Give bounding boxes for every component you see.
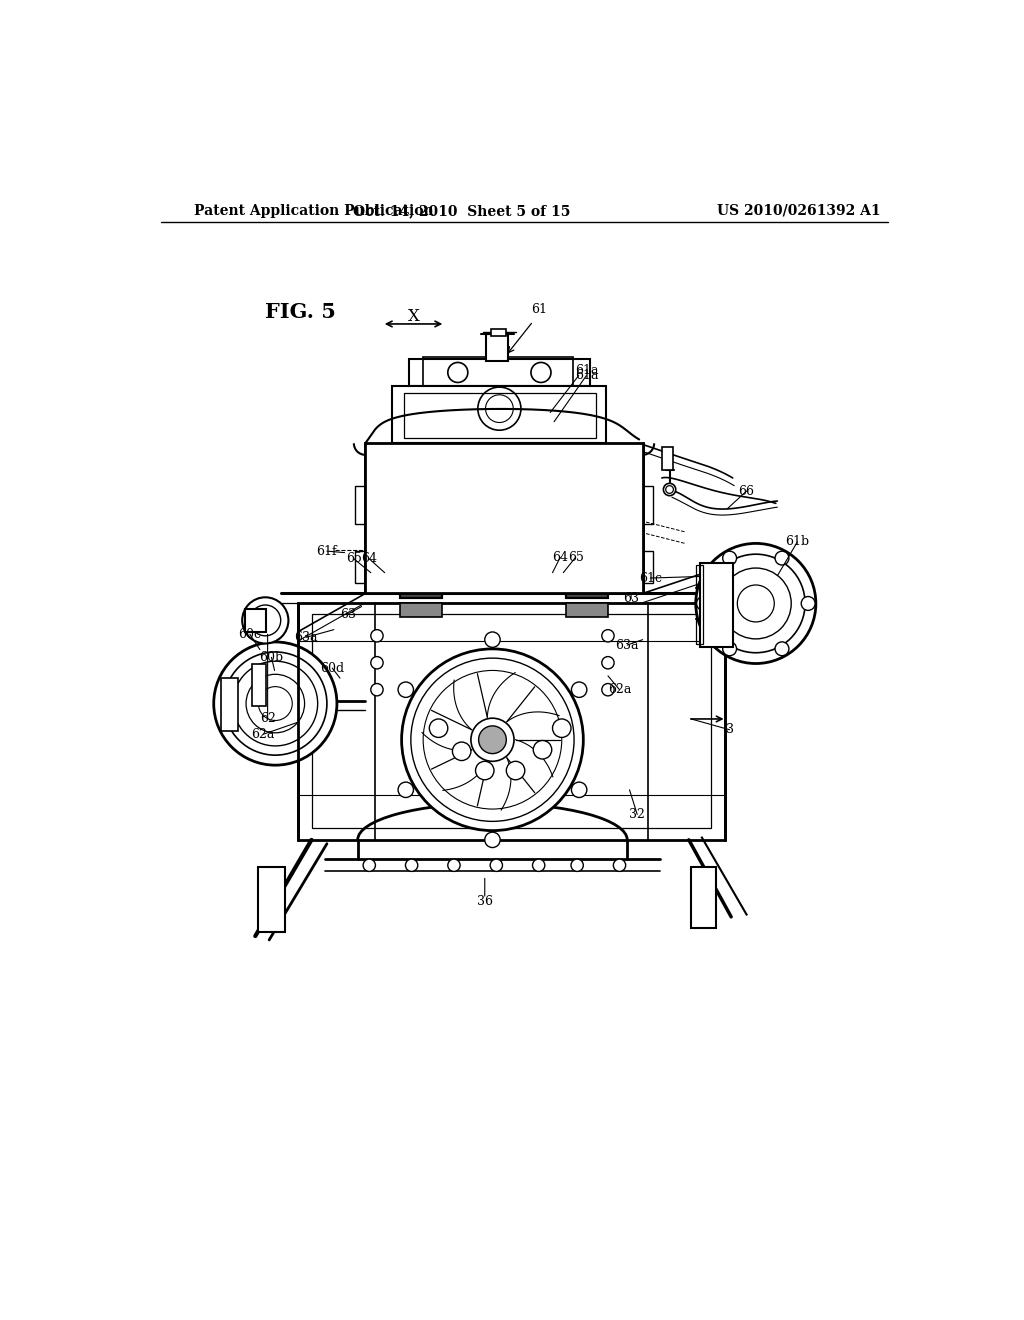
Text: 60d: 60d	[321, 661, 344, 675]
Text: 63a: 63a	[294, 631, 317, 644]
Circle shape	[695, 544, 816, 664]
Bar	[400, 572, 442, 598]
Text: US 2010/0261392 A1: US 2010/0261392 A1	[717, 203, 881, 218]
Bar	[400, 469, 608, 533]
Circle shape	[371, 684, 383, 696]
Text: 63a: 63a	[615, 639, 639, 652]
Text: Oct. 14, 2010  Sheet 5 of 15: Oct. 14, 2010 Sheet 5 of 15	[353, 203, 570, 218]
Circle shape	[571, 781, 587, 797]
Bar	[695, 565, 703, 644]
Text: 62: 62	[260, 713, 275, 726]
Bar	[691, 867, 716, 928]
Circle shape	[447, 363, 468, 383]
Text: 63: 63	[623, 593, 639, 606]
Circle shape	[506, 762, 524, 780]
Bar	[643, 552, 653, 583]
Bar	[252, 664, 266, 706]
Bar	[403, 393, 596, 438]
Text: 60c: 60c	[239, 628, 261, 640]
Text: 65: 65	[346, 552, 361, 565]
Circle shape	[723, 642, 736, 656]
Bar	[423, 358, 573, 389]
Text: 66: 66	[738, 484, 755, 498]
Bar	[565, 572, 608, 598]
Bar	[565, 603, 608, 616]
Text: 61a: 61a	[575, 364, 599, 378]
Text: 61b: 61b	[785, 536, 809, 548]
Bar	[376, 454, 632, 582]
Circle shape	[398, 682, 414, 697]
Circle shape	[490, 859, 503, 871]
Circle shape	[475, 762, 494, 780]
Bar	[400, 572, 442, 598]
Circle shape	[531, 363, 551, 383]
Circle shape	[398, 781, 414, 797]
Circle shape	[243, 597, 289, 644]
Bar	[700, 562, 733, 647]
Circle shape	[371, 656, 383, 669]
Circle shape	[484, 632, 500, 647]
Circle shape	[602, 684, 614, 696]
Circle shape	[364, 859, 376, 871]
Bar	[643, 486, 653, 524]
Circle shape	[429, 719, 447, 738]
Circle shape	[406, 859, 418, 871]
Text: 32: 32	[630, 808, 645, 821]
Circle shape	[602, 656, 614, 669]
Text: 61c: 61c	[639, 572, 662, 585]
Circle shape	[401, 649, 584, 830]
Circle shape	[602, 630, 614, 642]
Circle shape	[696, 597, 711, 610]
Bar	[662, 447, 674, 470]
Circle shape	[723, 552, 736, 565]
Text: 3: 3	[726, 723, 733, 737]
Bar	[410, 359, 590, 385]
Text: 62a: 62a	[251, 727, 274, 741]
Text: FIG. 5: FIG. 5	[265, 302, 336, 322]
Bar	[311, 614, 711, 829]
Bar	[565, 572, 608, 598]
Text: 64: 64	[361, 552, 377, 565]
Circle shape	[775, 642, 788, 656]
Circle shape	[478, 726, 506, 754]
Circle shape	[553, 719, 571, 738]
Circle shape	[532, 859, 545, 871]
Circle shape	[371, 630, 383, 642]
Bar	[490, 330, 506, 335]
Circle shape	[447, 859, 460, 871]
Bar	[400, 603, 442, 616]
Bar	[258, 867, 285, 932]
Text: 61a: 61a	[574, 370, 598, 381]
Circle shape	[801, 597, 815, 610]
Text: 62a: 62a	[608, 684, 631, 696]
Bar	[298, 603, 725, 840]
Bar	[392, 385, 606, 444]
Circle shape	[664, 483, 676, 495]
Circle shape	[775, 552, 788, 565]
Circle shape	[613, 859, 626, 871]
Text: 60b: 60b	[259, 651, 284, 664]
Circle shape	[484, 832, 500, 847]
Text: Patent Application Publication: Patent Application Publication	[195, 203, 434, 218]
Bar	[245, 609, 266, 632]
Text: 64: 64	[552, 550, 568, 564]
Circle shape	[453, 742, 471, 760]
Bar	[221, 678, 239, 730]
Text: 61: 61	[530, 302, 547, 315]
Circle shape	[571, 859, 584, 871]
Circle shape	[571, 682, 587, 697]
Text: 61f: 61f	[316, 545, 337, 557]
Text: X: X	[408, 308, 420, 325]
Bar	[486, 334, 508, 360]
Text: 36: 36	[477, 895, 493, 908]
Circle shape	[214, 642, 337, 766]
Circle shape	[534, 741, 552, 759]
Bar	[354, 552, 366, 583]
Bar	[366, 444, 643, 594]
Text: 65: 65	[567, 550, 584, 564]
Bar	[354, 486, 366, 524]
Text: 63: 63	[340, 607, 355, 620]
